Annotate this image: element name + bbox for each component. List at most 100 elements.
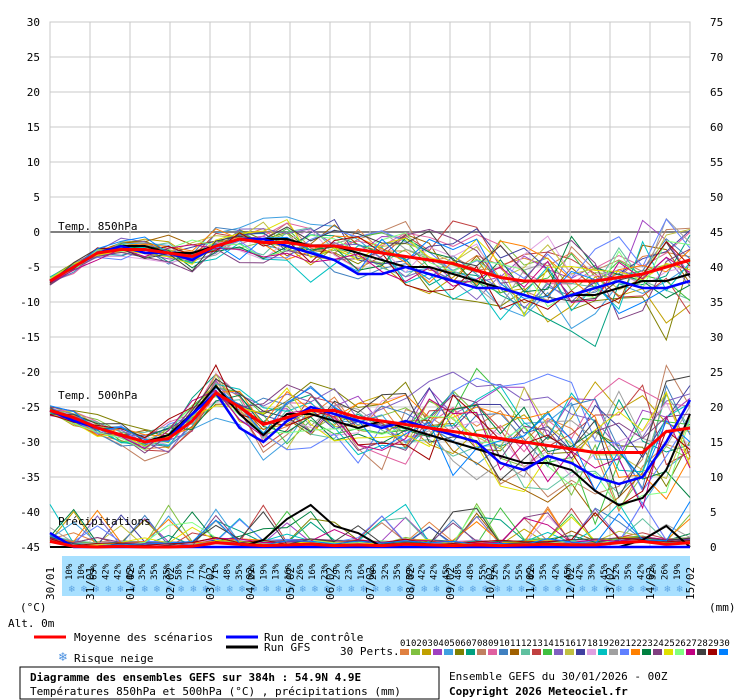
snowflake-icon: ❄ [615, 585, 623, 595]
member-swatch [422, 649, 431, 655]
right-tick-label: 10 [710, 471, 723, 484]
snowflake-icon: ❄ [92, 585, 100, 595]
x-tick-label: 07/02 [364, 567, 377, 600]
snowflake-icon: ❄ [603, 585, 611, 595]
snow-risk-pct: 29% [332, 563, 342, 580]
snow-risk-pct: 48% [223, 563, 233, 580]
member-number: 27 [686, 639, 697, 649]
legend-perts-label: 30 Perts. [340, 645, 400, 658]
member-number: 24 [653, 639, 664, 649]
member-number: 20 [609, 639, 620, 649]
x-tick-label: 15/02 [684, 567, 697, 600]
snow-risk-pct: 16% [284, 563, 294, 580]
member-swatch [455, 649, 464, 655]
member-number: 09 [488, 639, 499, 649]
snowflake-icon: ❄ [518, 585, 526, 595]
snow-risk-pct: 55% [515, 563, 525, 580]
snowflake-icon: ❄ [58, 650, 68, 664]
snowflake-icon: ❄ [202, 585, 210, 595]
member-number: 19 [598, 639, 609, 649]
snowflake-icon: ❄ [153, 585, 161, 595]
member-swatch [400, 649, 409, 655]
left-tick-label: -25 [20, 401, 40, 414]
member-number: 10 [499, 639, 510, 649]
snowflake-icon: ❄ [238, 585, 246, 595]
member-swatch [576, 649, 585, 655]
snowflake-icon: ❄ [372, 585, 380, 595]
series-line-t500 [49, 391, 691, 454]
left-tick-label: -45 [20, 541, 40, 554]
snowflake-icon: ❄ [275, 585, 283, 595]
snow-risk-pct: 35% [235, 563, 245, 580]
member-number: 22 [631, 639, 642, 649]
snowflake-icon: ❄ [469, 585, 477, 595]
snowflake-icon: ❄ [457, 585, 465, 595]
right-tick-label: 40 [710, 261, 723, 274]
legend: Moyenne des scénarios Run de contrôle Ru… [34, 631, 730, 665]
snow-risk-pct: 45% [527, 563, 537, 580]
snow-risk-pct: 35% [138, 563, 148, 580]
snowflake-icon: ❄ [652, 585, 660, 595]
ensemble-member-line [49, 384, 691, 460]
snow-risk-pct: 10% [65, 563, 75, 580]
snow-risk-pct: 35% [624, 563, 634, 580]
member-swatch [433, 649, 442, 655]
left-tick-label: 25 [27, 51, 40, 64]
member-swatch [587, 649, 596, 655]
snowflake-icon: ❄ [445, 585, 453, 595]
member-number: 17 [576, 639, 587, 649]
member-swatch [719, 649, 728, 655]
series-line-t850 [49, 237, 691, 283]
member-swatch [631, 649, 640, 655]
member-number: 23 [642, 639, 653, 649]
snowflake-icon: ❄ [530, 585, 538, 595]
x-tick-label: 09/02 [444, 567, 457, 600]
member-number: 15 [554, 639, 565, 649]
snowflake-icon: ❄ [190, 585, 198, 595]
snowflake-icon: ❄ [408, 585, 416, 595]
axes: 302520151050-5-10-15-20-25-30-35-40-4575… [20, 16, 723, 600]
legend-mean-label: Moyenne des scénarios [74, 631, 213, 644]
snowflake-icon: ❄ [396, 585, 404, 595]
snowflake-icon: ❄ [250, 585, 258, 595]
member-swatch [499, 649, 508, 655]
right-axis-unit: (mm) [709, 601, 736, 614]
snowflake-icon: ❄ [421, 585, 429, 595]
member-swatch [565, 649, 574, 655]
ensemble-member-line [49, 371, 691, 453]
x-tick-label: 08/02 [404, 567, 417, 600]
x-tick-label: 10/02 [484, 567, 497, 600]
snowflake-icon: ❄ [323, 585, 331, 595]
snow-risk-pct: 42% [576, 563, 586, 580]
snow-risk-pct: 23% [345, 563, 355, 580]
member-number: 18 [587, 639, 598, 649]
right-tick-label: 70 [710, 51, 723, 64]
snowflake-icon: ❄ [299, 585, 307, 595]
copyright: Copyright 2026 Meteociel.fr [449, 685, 628, 698]
left-tick-label: -30 [20, 436, 40, 449]
ensemble-member-line [49, 373, 691, 492]
snowflake-icon: ❄ [639, 585, 647, 595]
snow-risk-pct: 42% [636, 563, 646, 580]
x-tick-label: 30/01 [44, 567, 57, 600]
snow-risk-pct: 13% [272, 563, 282, 580]
snowflake-icon: ❄ [335, 585, 343, 595]
snow-risk-pct: 29% [247, 563, 257, 580]
snowflake-icon: ❄ [287, 585, 295, 595]
snowflake-icon: ❄ [104, 585, 112, 595]
snowflake-icon: ❄ [117, 585, 125, 595]
member-swatch [598, 649, 607, 655]
member-number: 30 [719, 639, 730, 649]
snow-risk-pct: 52% [612, 563, 622, 580]
chart-title: Diagramme des ensembles GEFS sur 384h : … [30, 671, 361, 684]
left-tick-label: 30 [27, 16, 40, 29]
precip-section-label: Précipitations [58, 515, 151, 528]
snowflake-icon: ❄ [493, 585, 501, 595]
member-swatch [411, 649, 420, 655]
snowflake-icon: ❄ [141, 585, 149, 595]
member-swatch [532, 649, 541, 655]
snow-risk-band: 10%❄10%❄65%❄42%❄42%❄45%❄35%❄35%❄35%❄58%❄… [62, 556, 690, 596]
right-tick-label: 35 [710, 296, 723, 309]
right-tick-label: 5 [710, 506, 717, 519]
